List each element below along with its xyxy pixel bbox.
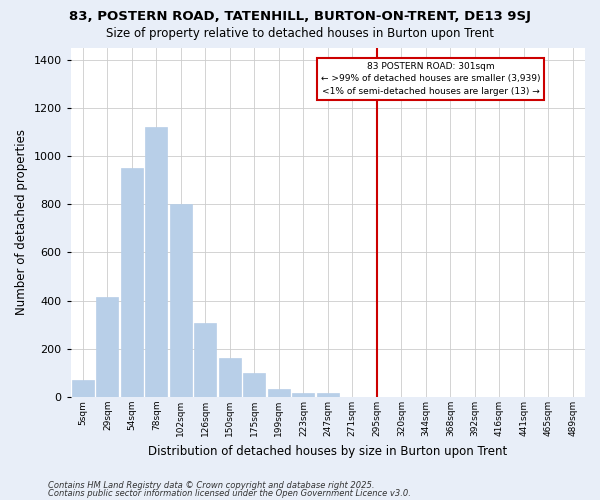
Bar	[72, 380, 94, 397]
Text: 83 POSTERN ROAD: 301sqm
← >99% of detached houses are smaller (3,939)
<1% of sem: 83 POSTERN ROAD: 301sqm ← >99% of detach…	[321, 62, 541, 96]
Text: Contains public sector information licensed under the Open Government Licence v3: Contains public sector information licen…	[48, 489, 411, 498]
Text: 83, POSTERN ROAD, TATENHILL, BURTON-ON-TRENT, DE13 9SJ: 83, POSTERN ROAD, TATENHILL, BURTON-ON-T…	[69, 10, 531, 23]
Bar	[292, 394, 314, 397]
Bar	[317, 394, 339, 397]
Text: Size of property relative to detached houses in Burton upon Trent: Size of property relative to detached ho…	[106, 28, 494, 40]
Bar	[121, 168, 143, 397]
Bar	[194, 324, 217, 397]
Bar	[244, 373, 265, 397]
Bar	[170, 204, 192, 397]
Y-axis label: Number of detached properties: Number of detached properties	[15, 130, 28, 316]
Text: Contains HM Land Registry data © Crown copyright and database right 2025.: Contains HM Land Registry data © Crown c…	[48, 480, 374, 490]
Bar	[219, 358, 241, 397]
Bar	[145, 127, 167, 397]
Bar	[97, 297, 118, 397]
X-axis label: Distribution of detached houses by size in Burton upon Trent: Distribution of detached houses by size …	[148, 444, 508, 458]
Bar	[268, 388, 290, 397]
